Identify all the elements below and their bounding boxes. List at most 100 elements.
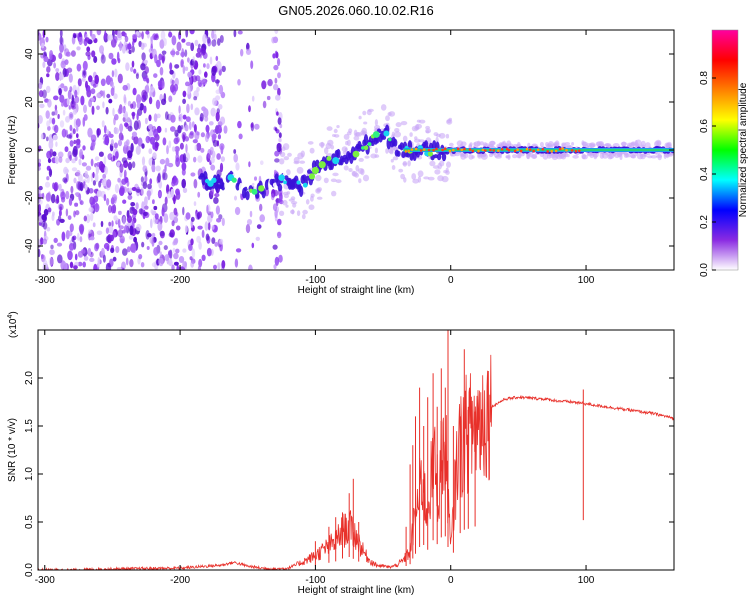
spectral-speckle [211, 30, 215, 39]
spectral-speckle [165, 157, 170, 167]
spectral-speckle [89, 236, 95, 241]
spectral-speckle [50, 193, 56, 204]
spectral-haze [324, 147, 329, 155]
spectral-speckle [142, 165, 148, 173]
spectral-speckle [145, 135, 151, 144]
spectral-speckle [271, 36, 276, 44]
spectral-haze [626, 142, 633, 147]
spectral-speckle [169, 211, 175, 221]
spectral-speckle [170, 114, 176, 123]
spectral-haze [316, 196, 323, 200]
spectral-speckle [88, 75, 93, 83]
spectral-speckle [83, 114, 88, 121]
spectral-speckle [71, 167, 78, 172]
spectral-speckle [53, 95, 59, 101]
spectral-speckle [212, 97, 217, 106]
spectral-speckle [142, 181, 148, 190]
spectral-speckle [197, 155, 203, 163]
spectral-speckle [118, 210, 122, 215]
spectral-speckle [61, 101, 64, 107]
spectral-speckle [78, 158, 82, 166]
spectral-speckle [219, 162, 224, 173]
spectral-speckle [266, 95, 271, 101]
spectral-speckle [58, 52, 63, 60]
spectral-speckle [143, 59, 148, 64]
spectral-line-hot [468, 148, 472, 151]
spectral-speckle [157, 221, 163, 232]
spectral-speckle [58, 183, 62, 191]
spectral-speckle [46, 73, 50, 78]
spectral-speckle [54, 124, 59, 134]
spectral-speckle [142, 76, 148, 82]
spectral-speckle [96, 190, 102, 197]
spectral-band [222, 171, 227, 183]
spectral-speckle [48, 168, 53, 178]
spectral-band [307, 169, 312, 174]
spectral-line-hot [407, 149, 411, 153]
spectral-speckle [159, 158, 166, 165]
spectral-speckle [148, 48, 154, 54]
spectral-speckle [148, 124, 154, 130]
spectral-haze [387, 112, 392, 116]
spectral-speckle [91, 33, 96, 40]
spectral-speckle [169, 69, 174, 75]
spectral-speckle [68, 73, 73, 83]
spectral-speckle [38, 166, 41, 171]
spectral-speckle [68, 197, 73, 206]
spectral-speckle [42, 89, 47, 99]
spectral-speckle [44, 181, 51, 188]
spectral-speckle [146, 246, 150, 250]
spectral-speckle [62, 67, 67, 78]
spectral-speckle [176, 264, 179, 270]
spectral-speckle [92, 180, 96, 186]
spectral-haze [283, 193, 289, 199]
spectral-speckle [46, 226, 51, 232]
spectral-speckle [45, 110, 50, 119]
spectral-speckle [173, 252, 179, 260]
spectral-speckle [191, 121, 195, 128]
spectral-speckle [145, 30, 150, 35]
spectral-speckle [95, 164, 100, 175]
spectral-speckle [113, 127, 120, 135]
spectral-speckle [153, 113, 158, 122]
spectral-line-hot [578, 149, 581, 153]
spectral-speckle [201, 79, 207, 86]
spectral-speckle [168, 140, 172, 149]
spectral-speckle [117, 229, 123, 238]
spectral-haze [434, 169, 441, 175]
spectral-speckle [77, 78, 82, 87]
spectral-line-hot [525, 147, 529, 151]
spectral-speckle [103, 194, 107, 202]
spectral-speckle [156, 59, 161, 68]
spectral-speckle [68, 112, 74, 120]
spectral-speckle [59, 94, 65, 103]
spectral-speckle [46, 120, 50, 128]
spectral-speckle [115, 151, 119, 159]
spectral-speckle [88, 99, 92, 108]
spectral-line-hot [432, 148, 435, 152]
spectral-speckle [116, 51, 120, 62]
spectral-speckle [193, 201, 197, 207]
spectral-speckle [53, 62, 56, 69]
spectral-speckle [127, 150, 133, 159]
spectral-haze [650, 155, 658, 159]
spectral-speckle [122, 216, 126, 225]
spectral-speckle [175, 149, 179, 156]
spectral-speckle [100, 220, 104, 228]
spectral-speckle [52, 134, 58, 141]
spectral-speckle [169, 62, 173, 71]
spectral-speckle [210, 107, 216, 117]
spectral-haze [417, 170, 424, 177]
spectral-speckle [38, 82, 43, 90]
spectral-haze [302, 209, 308, 215]
spectral-speckle [193, 124, 197, 133]
spectral-speckle [92, 171, 95, 179]
spectral-haze [554, 140, 560, 148]
spectral-speckle [77, 85, 80, 96]
spectral-speckle [79, 149, 84, 159]
spectral-peak [258, 185, 265, 192]
spectral-speckle [40, 237, 44, 245]
spectral-band [315, 159, 320, 167]
